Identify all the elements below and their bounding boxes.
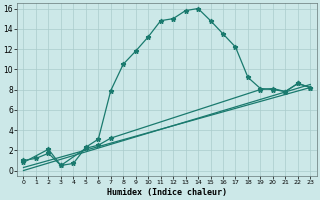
X-axis label: Humidex (Indice chaleur): Humidex (Indice chaleur) [107,188,227,197]
